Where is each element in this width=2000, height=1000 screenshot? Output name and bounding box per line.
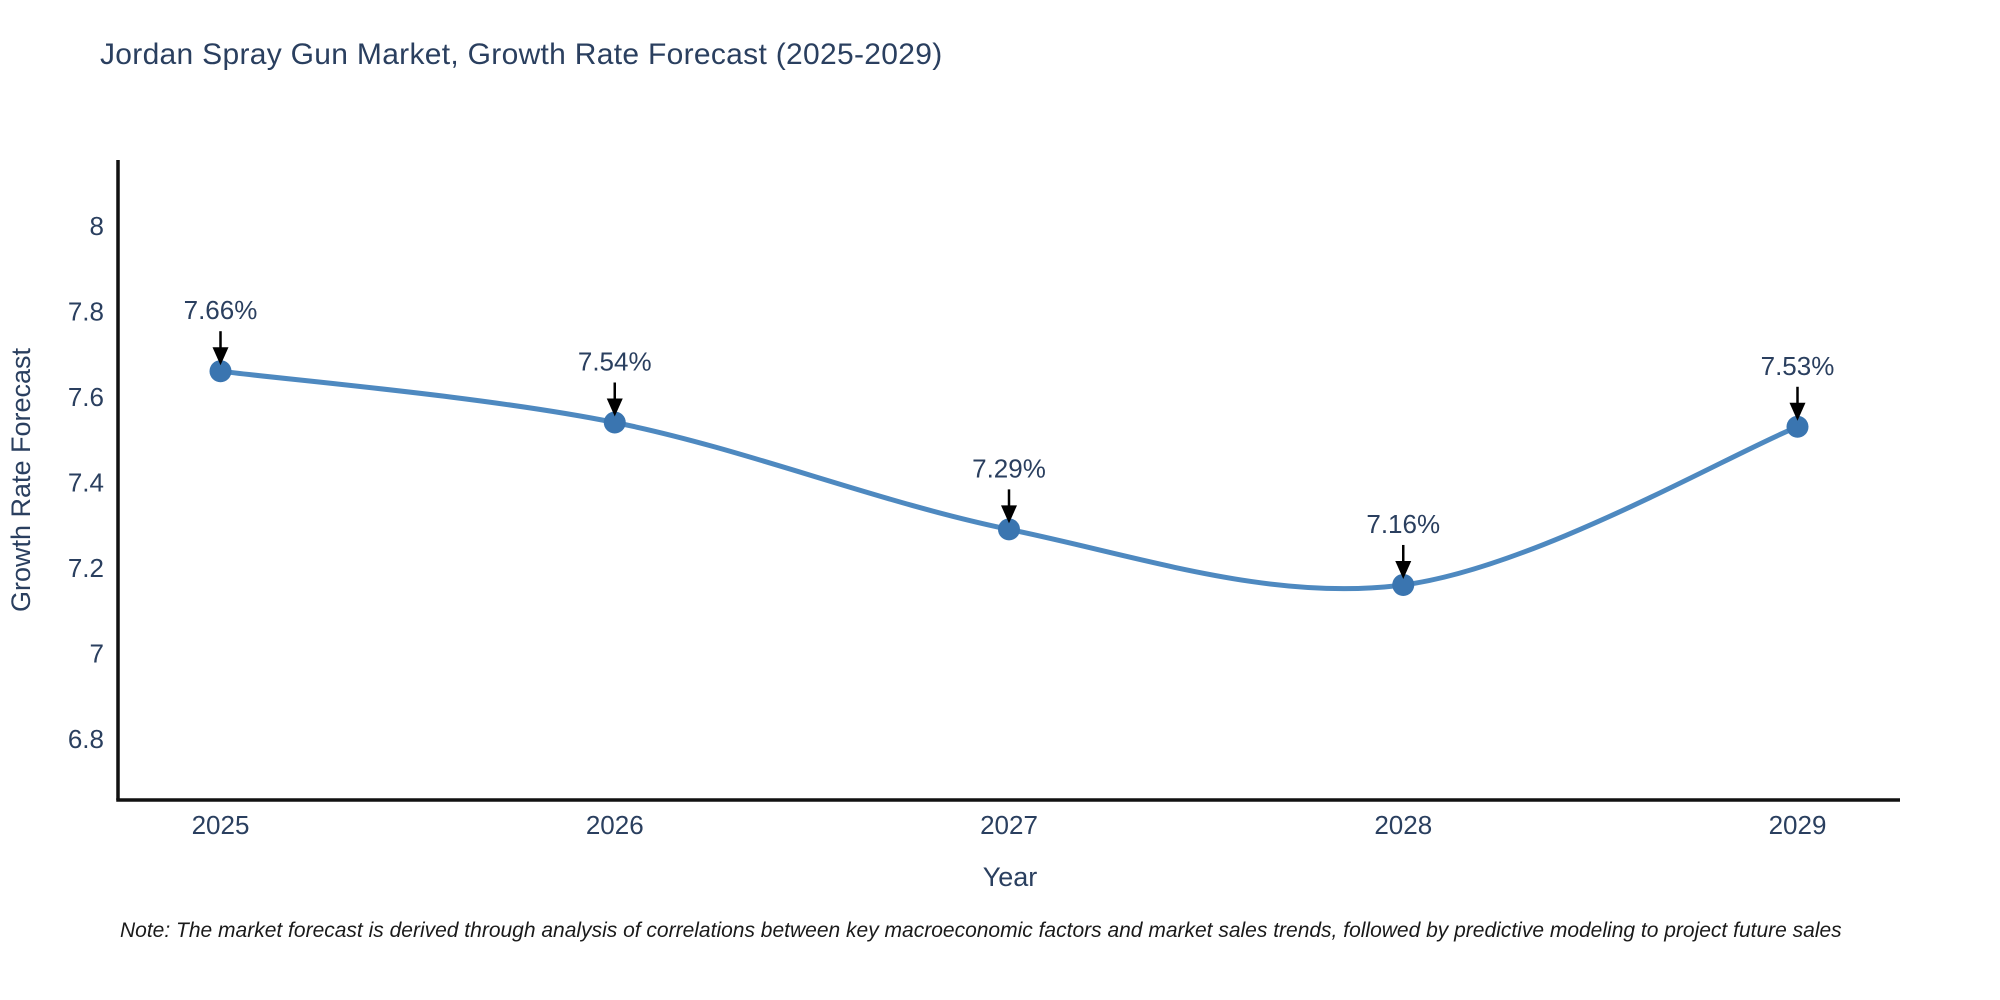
data-point-marker[interactable] <box>209 360 232 383</box>
x-tick-label: 2028 <box>1374 810 1432 840</box>
y-axis-title: Growth Rate Forecast <box>6 347 36 612</box>
data-point-label: 7.16% <box>1366 509 1440 539</box>
y-tick-label: 8 <box>90 211 104 241</box>
data-point-marker[interactable] <box>998 518 1020 541</box>
x-tick-label: 2025 <box>192 810 250 840</box>
annotation-arrow-head-icon <box>1789 402 1806 421</box>
y-tick-label: 6.8 <box>68 724 104 754</box>
annotation-arrow-head-icon <box>606 398 623 417</box>
annotation-arrow-head-icon <box>1395 560 1412 579</box>
y-tick-label: 7.6 <box>68 382 104 412</box>
annotation-arrow-head-icon <box>1001 505 1017 524</box>
annotation-arrow-head-icon <box>212 347 229 366</box>
data-point-marker[interactable] <box>603 411 626 434</box>
y-tick-label: 7.2 <box>68 553 104 583</box>
x-tick-label: 2027 <box>980 810 1038 840</box>
x-axis-title: Year <box>983 862 1038 892</box>
data-point-label: 7.53% <box>1761 351 1835 381</box>
y-tick-label: 7.4 <box>68 467 104 497</box>
chart-title: Jordan Spray Gun Market, Growth Rate For… <box>100 38 943 71</box>
chart-plot-area: 8 7.8 7.6 7.4 7.2 7 6.8 2025 2026 2027 2028 2029 Gro… <box>6 160 1900 892</box>
data-point-marker[interactable] <box>1392 573 1415 596</box>
y-tick-label: 7 <box>90 638 104 668</box>
y-tick-label: 7.8 <box>68 296 104 326</box>
footnote: Note: The market forecast is derived thr… <box>120 919 1842 942</box>
x-tick-label: 2026 <box>586 810 644 840</box>
data-point-label: 7.54% <box>578 346 652 376</box>
data-point-label: 7.29% <box>972 453 1046 483</box>
data-point-marker[interactable] <box>1786 415 1809 438</box>
data-point-label: 7.66% <box>184 295 258 325</box>
x-tick-label: 2029 <box>1769 810 1827 840</box>
